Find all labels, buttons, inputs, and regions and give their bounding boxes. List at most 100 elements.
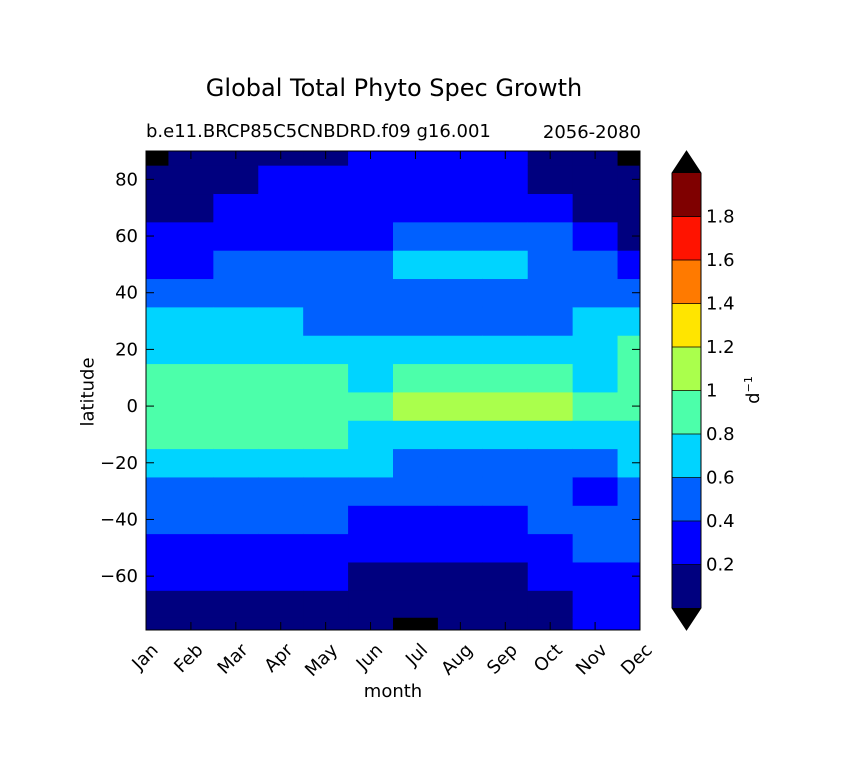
contour-cell	[527, 363, 574, 393]
contour-cell	[146, 448, 169, 478]
contour-cell	[258, 250, 304, 280]
colorbar-tick-label: 0.4	[706, 511, 735, 532]
colorbar-segment	[672, 260, 701, 304]
contour-cell	[146, 363, 169, 393]
contour-cell	[437, 505, 484, 535]
contour-cell	[393, 561, 439, 591]
contour-cell	[348, 505, 394, 535]
contour-cell	[527, 476, 574, 506]
contour-cell	[168, 250, 214, 280]
contour-cell	[437, 533, 484, 563]
colorbar-under-arrow	[672, 608, 701, 630]
contour-cell	[527, 278, 574, 308]
contour-cell	[437, 420, 484, 450]
contour-cell	[303, 335, 349, 365]
contour-cell	[258, 306, 304, 336]
contour-cell	[393, 505, 439, 535]
contour-cell	[258, 476, 304, 506]
contour-cell	[482, 420, 529, 450]
x-tick-label: Aug	[437, 640, 477, 680]
contour-cell	[393, 335, 439, 365]
colorbar-segment	[672, 216, 701, 261]
contour-cell	[393, 363, 439, 393]
contour-cell	[348, 221, 394, 251]
contour-cell	[393, 590, 439, 618]
colorbar-over-arrow	[672, 151, 701, 173]
contour-cell	[393, 278, 439, 308]
contour-cell	[572, 561, 619, 591]
contour-cell	[572, 335, 619, 365]
contour-cell	[617, 250, 641, 280]
colorbar-tick-label: 1	[706, 381, 717, 402]
contour-cell	[437, 561, 484, 591]
contour-cell	[168, 306, 214, 336]
contour-cell	[303, 505, 349, 535]
contour-cell	[168, 590, 214, 618]
contour-cell	[213, 165, 259, 195]
contour-cell	[303, 476, 349, 506]
chart-title: Global Total Phyto Spec Growth	[205, 74, 583, 102]
colorbar: 0.2 0.4 0.6 0.8 1 1.2 1.4 1.6 1.8	[671, 150, 735, 631]
contour-cell	[348, 448, 394, 478]
x-tick-label: Jan	[127, 640, 162, 675]
contour-cell	[213, 533, 259, 563]
contour-cell	[168, 363, 214, 393]
contour-cell	[527, 561, 574, 591]
colorbar-outline	[671, 150, 702, 631]
contour-cell	[617, 505, 641, 535]
contour-cell	[482, 335, 529, 365]
contour-cell	[482, 590, 529, 618]
contour-cell	[482, 476, 529, 506]
contour-cell	[146, 617, 169, 631]
contour-cell	[258, 420, 304, 450]
contour-cell	[168, 335, 214, 365]
contour-cell	[348, 590, 394, 618]
colorbar-tick-label: 0.8	[706, 424, 735, 445]
colorbar-segment	[672, 434, 701, 478]
contour-cell	[146, 250, 169, 280]
contour-cell	[213, 221, 259, 251]
contour-cell	[348, 363, 394, 393]
contour-cell	[393, 221, 439, 251]
contour-cell	[258, 533, 304, 563]
x-tick-label: Apr	[260, 639, 297, 676]
contour-cell	[213, 250, 259, 280]
x-tick-label: Sep	[483, 640, 522, 679]
contour-cell	[437, 250, 484, 280]
chart-subtitle-years: 2056-2080	[542, 122, 641, 143]
contour-cell	[437, 278, 484, 308]
chart-subtitle-case: b.e11.BRCP85C5CNBDRD.f09 g16.001	[146, 121, 491, 142]
contour-cell	[527, 221, 574, 251]
contour-cell	[617, 165, 641, 195]
contour-cell	[527, 505, 574, 535]
contour-cell	[258, 221, 304, 251]
contour-cell	[482, 221, 529, 251]
colorbar-segment	[672, 521, 701, 565]
contour-cell	[617, 590, 641, 618]
colorbar-tick-label: 1.8	[706, 207, 735, 228]
contour-cell	[146, 306, 169, 336]
contour-cell	[482, 363, 529, 393]
contour-cell	[437, 306, 484, 336]
contour-cell	[572, 420, 619, 450]
colorbar-segment	[672, 173, 701, 217]
contour-cell	[146, 335, 169, 365]
contour-cell	[146, 590, 169, 618]
contour-cell	[258, 193, 304, 223]
contour-cell	[258, 391, 304, 421]
contour-cell	[258, 165, 304, 195]
contour-cell	[303, 391, 349, 421]
colorbar-tick-label: 1.2	[706, 337, 735, 358]
contour-cell	[303, 448, 349, 478]
contour-cell	[213, 561, 259, 591]
contour-cell	[437, 476, 484, 506]
y-tick-label: 40	[115, 283, 138, 304]
contour-cell	[572, 221, 619, 251]
contour-cell	[348, 165, 394, 195]
contour-cell	[527, 165, 574, 195]
contour-cell	[617, 363, 641, 393]
contour-plot	[146, 151, 641, 631]
contour-cell	[303, 590, 349, 618]
x-axis-label: month	[363, 681, 423, 702]
contour-cell	[213, 335, 259, 365]
